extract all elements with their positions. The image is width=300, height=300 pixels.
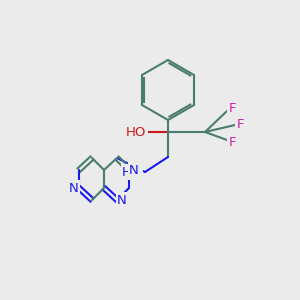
Text: HN: HN xyxy=(122,166,142,178)
Text: F: F xyxy=(228,103,236,116)
Text: N: N xyxy=(117,194,127,206)
Text: F: F xyxy=(228,136,236,148)
Text: HO: HO xyxy=(126,125,146,139)
Text: N: N xyxy=(69,182,79,194)
Text: F: F xyxy=(236,118,244,131)
Text: N: N xyxy=(129,164,139,176)
